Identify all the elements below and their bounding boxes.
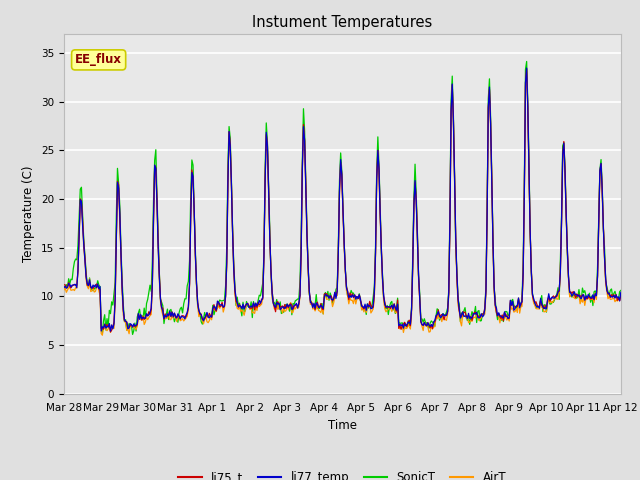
AirT xyxy=(470,314,478,320)
SonicT xyxy=(399,327,407,333)
li75_t xyxy=(107,329,115,335)
li77_temp xyxy=(399,325,407,331)
li75_t xyxy=(60,282,68,288)
AirT xyxy=(399,330,407,336)
SonicT xyxy=(60,285,68,290)
li77_temp xyxy=(470,311,478,316)
Title: Instument Temperatures: Instument Temperatures xyxy=(252,15,433,30)
li75_t xyxy=(617,292,625,298)
li77_temp xyxy=(523,65,531,71)
li77_temp xyxy=(296,292,304,298)
AirT xyxy=(296,293,304,299)
AirT xyxy=(60,287,68,293)
li75_t xyxy=(234,304,242,310)
Line: li77_temp: li77_temp xyxy=(64,68,621,331)
Y-axis label: Temperature (C): Temperature (C) xyxy=(22,165,35,262)
li75_t xyxy=(568,290,576,296)
li77_temp xyxy=(373,177,381,182)
Line: AirT: AirT xyxy=(64,71,621,335)
li77_temp xyxy=(60,285,68,290)
SonicT xyxy=(296,279,304,285)
SonicT xyxy=(617,288,625,293)
li77_temp xyxy=(107,328,115,334)
AirT xyxy=(523,68,531,74)
Line: li75_t: li75_t xyxy=(64,69,621,332)
SonicT xyxy=(129,332,136,337)
Line: SonicT: SonicT xyxy=(64,61,621,335)
li75_t xyxy=(296,292,304,298)
AirT xyxy=(234,306,242,312)
SonicT xyxy=(470,311,478,316)
SonicT xyxy=(523,59,531,64)
li75_t xyxy=(523,66,531,72)
SonicT xyxy=(234,303,242,309)
AirT xyxy=(99,332,106,338)
SonicT xyxy=(568,294,576,300)
AirT xyxy=(373,176,381,181)
AirT xyxy=(568,291,576,297)
li75_t xyxy=(470,310,478,315)
li75_t xyxy=(373,175,381,180)
SonicT xyxy=(373,168,381,173)
li77_temp xyxy=(617,289,625,295)
li75_t xyxy=(399,321,407,327)
X-axis label: Time: Time xyxy=(328,419,357,432)
li77_temp xyxy=(568,293,576,299)
Legend: li75_t, li77_temp, SonicT, AirT: li75_t, li77_temp, SonicT, AirT xyxy=(173,466,511,480)
AirT xyxy=(617,293,625,299)
li77_temp xyxy=(234,304,242,310)
Text: EE_flux: EE_flux xyxy=(75,53,122,66)
